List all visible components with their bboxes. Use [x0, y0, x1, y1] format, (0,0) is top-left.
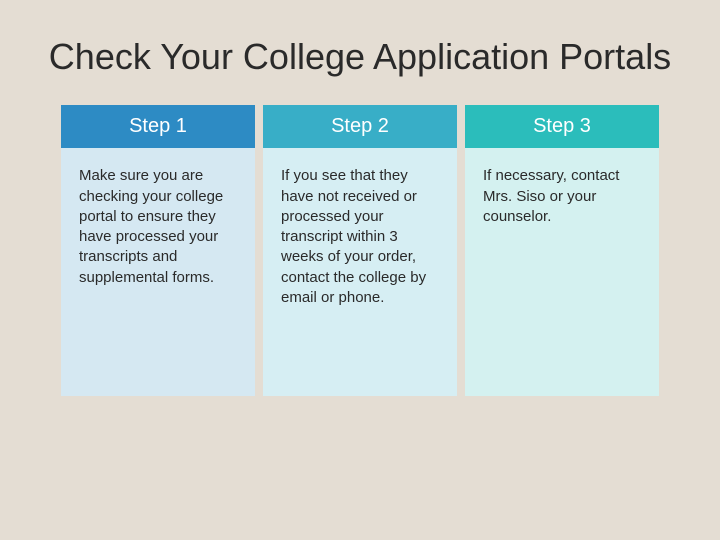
- page-title: Check Your College Application Portals: [0, 0, 720, 105]
- step-card-1: Step 1 Make sure you are checking your c…: [61, 105, 255, 396]
- step-body-2: If you see that they have not received o…: [263, 148, 457, 396]
- step-body-1: Make sure you are checking your college …: [61, 148, 255, 396]
- steps-row: Step 1 Make sure you are checking your c…: [0, 105, 720, 396]
- step-card-3: Step 3 If necessary, contact Mrs. Siso o…: [465, 105, 659, 396]
- step-card-2: Step 2 If you see that they have not rec…: [263, 105, 457, 396]
- step-header-1: Step 1: [61, 105, 255, 148]
- step-header-2: Step 2: [263, 105, 457, 148]
- step-header-3: Step 3: [465, 105, 659, 148]
- step-body-3: If necessary, contact Mrs. Siso or your …: [465, 148, 659, 396]
